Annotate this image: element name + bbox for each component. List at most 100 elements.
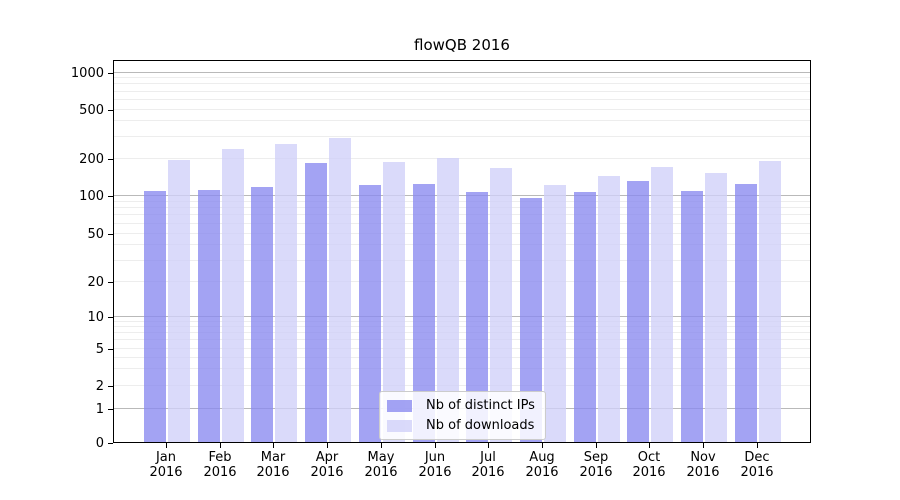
x-tick-label-oct: Oct 2016 <box>632 450 666 480</box>
y-tick-label-200: 200 <box>79 151 104 167</box>
bar-distinct-ips-dec <box>735 184 757 442</box>
bar-downloads-jul <box>490 167 512 442</box>
legend-entry-downloads: Nb of downloads <box>387 418 535 433</box>
x-tick-label-sep: Sep 2016 <box>579 450 613 480</box>
bar-distinct-ips-aug <box>520 197 542 442</box>
x-tick-mark-jan <box>166 443 167 448</box>
gridline-y-50 <box>114 232 810 234</box>
gridline-y-40 <box>114 244 810 246</box>
gridline-y-70 <box>114 214 810 216</box>
x-tick-mark-apr <box>327 443 328 448</box>
bar-downloads-feb <box>222 149 244 442</box>
gridline-y-4 <box>114 356 810 358</box>
bar-downloads-aug <box>544 184 566 442</box>
y-tick-mark-500 <box>108 109 113 111</box>
bar-distinct-ips-feb <box>198 189 220 442</box>
y-tick-label-0: 0 <box>95 436 104 451</box>
bar-distinct-ips-jan <box>144 191 166 442</box>
gridline-y-60 <box>114 222 810 224</box>
x-tick-label-jan: Jan 2016 <box>149 450 183 480</box>
x-tick-mark-oct <box>649 443 650 448</box>
bar-distinct-ips-mar <box>251 186 273 442</box>
bar-downloads-dec <box>759 161 781 442</box>
legend-swatch-downloads <box>387 419 412 432</box>
x-tick-mark-jun <box>435 443 436 448</box>
gridline-y-100 <box>114 195 810 196</box>
gridline-y-2 <box>114 384 810 386</box>
bar-downloads-apr <box>329 138 351 442</box>
y-tick-label-10: 10 <box>87 310 104 325</box>
y-tick-mark-50 <box>108 233 113 235</box>
x-tick-mark-sep <box>596 443 597 448</box>
bar-downloads-sep <box>598 175 620 442</box>
x-tick-label-mar: Mar 2016 <box>256 450 290 480</box>
bar-downloads-mar <box>275 144 297 442</box>
plot-area: Nb of distinct IPs Nb of downloads <box>113 60 811 443</box>
x-tick-label-feb: Feb 2016 <box>203 450 237 480</box>
gridline-y-6 <box>114 339 810 341</box>
gridline-y-30 <box>114 259 810 261</box>
y-tick-mark-200 <box>108 158 113 160</box>
bar-distinct-ips-jul <box>466 191 488 442</box>
bar-distinct-ips-apr <box>305 163 327 442</box>
legend-label-downloads: Nb of downloads <box>426 418 535 433</box>
legend-entry-distinct-ips: Nb of distinct IPs <box>387 398 535 413</box>
gridline-y-90 <box>114 200 810 202</box>
bar-downloads-nov <box>705 173 727 442</box>
y-tick-label-5: 5 <box>95 341 104 357</box>
gridline-y-400 <box>114 120 810 122</box>
legend-label-distinct-ips: Nb of distinct IPs <box>426 398 535 413</box>
bar-distinct-ips-may <box>359 185 381 442</box>
bar-distinct-ips-sep <box>574 192 596 442</box>
x-tick-label-aug: Aug 2016 <box>525 450 559 480</box>
x-tick-mark-aug <box>542 443 543 448</box>
x-tick-mark-nov <box>703 443 704 448</box>
y-tick-label-1: 1 <box>95 401 104 417</box>
y-tick-mark-100 <box>108 196 113 197</box>
gridline-y-80 <box>114 207 810 209</box>
y-tick-label-50: 50 <box>87 226 104 242</box>
y-tick-mark-0 <box>108 443 113 444</box>
gridline-y-800 <box>114 83 810 85</box>
bar-distinct-ips-jun <box>413 184 435 442</box>
y-tick-label-20: 20 <box>87 275 104 290</box>
gridline-y-900 <box>114 77 810 79</box>
y-tick-mark-10 <box>108 317 113 318</box>
bar-downloads-oct <box>651 166 673 442</box>
x-tick-label-apr: Apr 2016 <box>310 450 344 480</box>
x-tick-label-may: May 2016 <box>364 450 398 480</box>
y-tick-mark-5 <box>108 348 113 350</box>
gridline-y-7 <box>114 332 810 334</box>
legend: Nb of distinct IPs Nb of downloads <box>379 391 546 440</box>
x-tick-label-jul: Jul 2016 <box>471 450 505 480</box>
gridline-y-600 <box>114 98 810 100</box>
bar-distinct-ips-oct <box>627 180 649 442</box>
bar-downloads-may <box>383 162 405 442</box>
y-tick-label-500: 500 <box>79 102 104 118</box>
gridline-y-200 <box>114 157 810 159</box>
y-tick-label-100: 100 <box>79 189 104 204</box>
bar-downloads-jun <box>437 157 459 442</box>
x-tick-mark-feb <box>220 443 221 448</box>
gridline-y-10 <box>114 316 810 317</box>
gridline-y-700 <box>114 90 810 92</box>
x-tick-label-jun: Jun 2016 <box>418 450 452 480</box>
y-tick-label-2: 2 <box>95 378 104 394</box>
gridline-y-300 <box>114 135 810 137</box>
x-tick-mark-jul <box>488 443 489 448</box>
y-tick-label-1000: 1000 <box>70 65 104 81</box>
bar-downloads-jan <box>168 159 190 442</box>
gridline-y-20 <box>114 281 810 282</box>
bar-distinct-ips-nov <box>681 190 703 442</box>
gridline-y-9 <box>114 320 810 322</box>
legend-swatch-distinct-ips <box>387 399 412 412</box>
y-tick-mark-2 <box>108 385 113 387</box>
x-tick-mark-may <box>381 443 382 448</box>
x-tick-label-nov: Nov 2016 <box>686 450 720 480</box>
gridline-y-500 <box>114 108 810 110</box>
gridline-y-1000 <box>114 71 810 73</box>
gridline-y-3 <box>114 368 810 370</box>
y-tick-mark-20 <box>108 282 113 283</box>
y-tick-mark-1 <box>108 408 113 410</box>
